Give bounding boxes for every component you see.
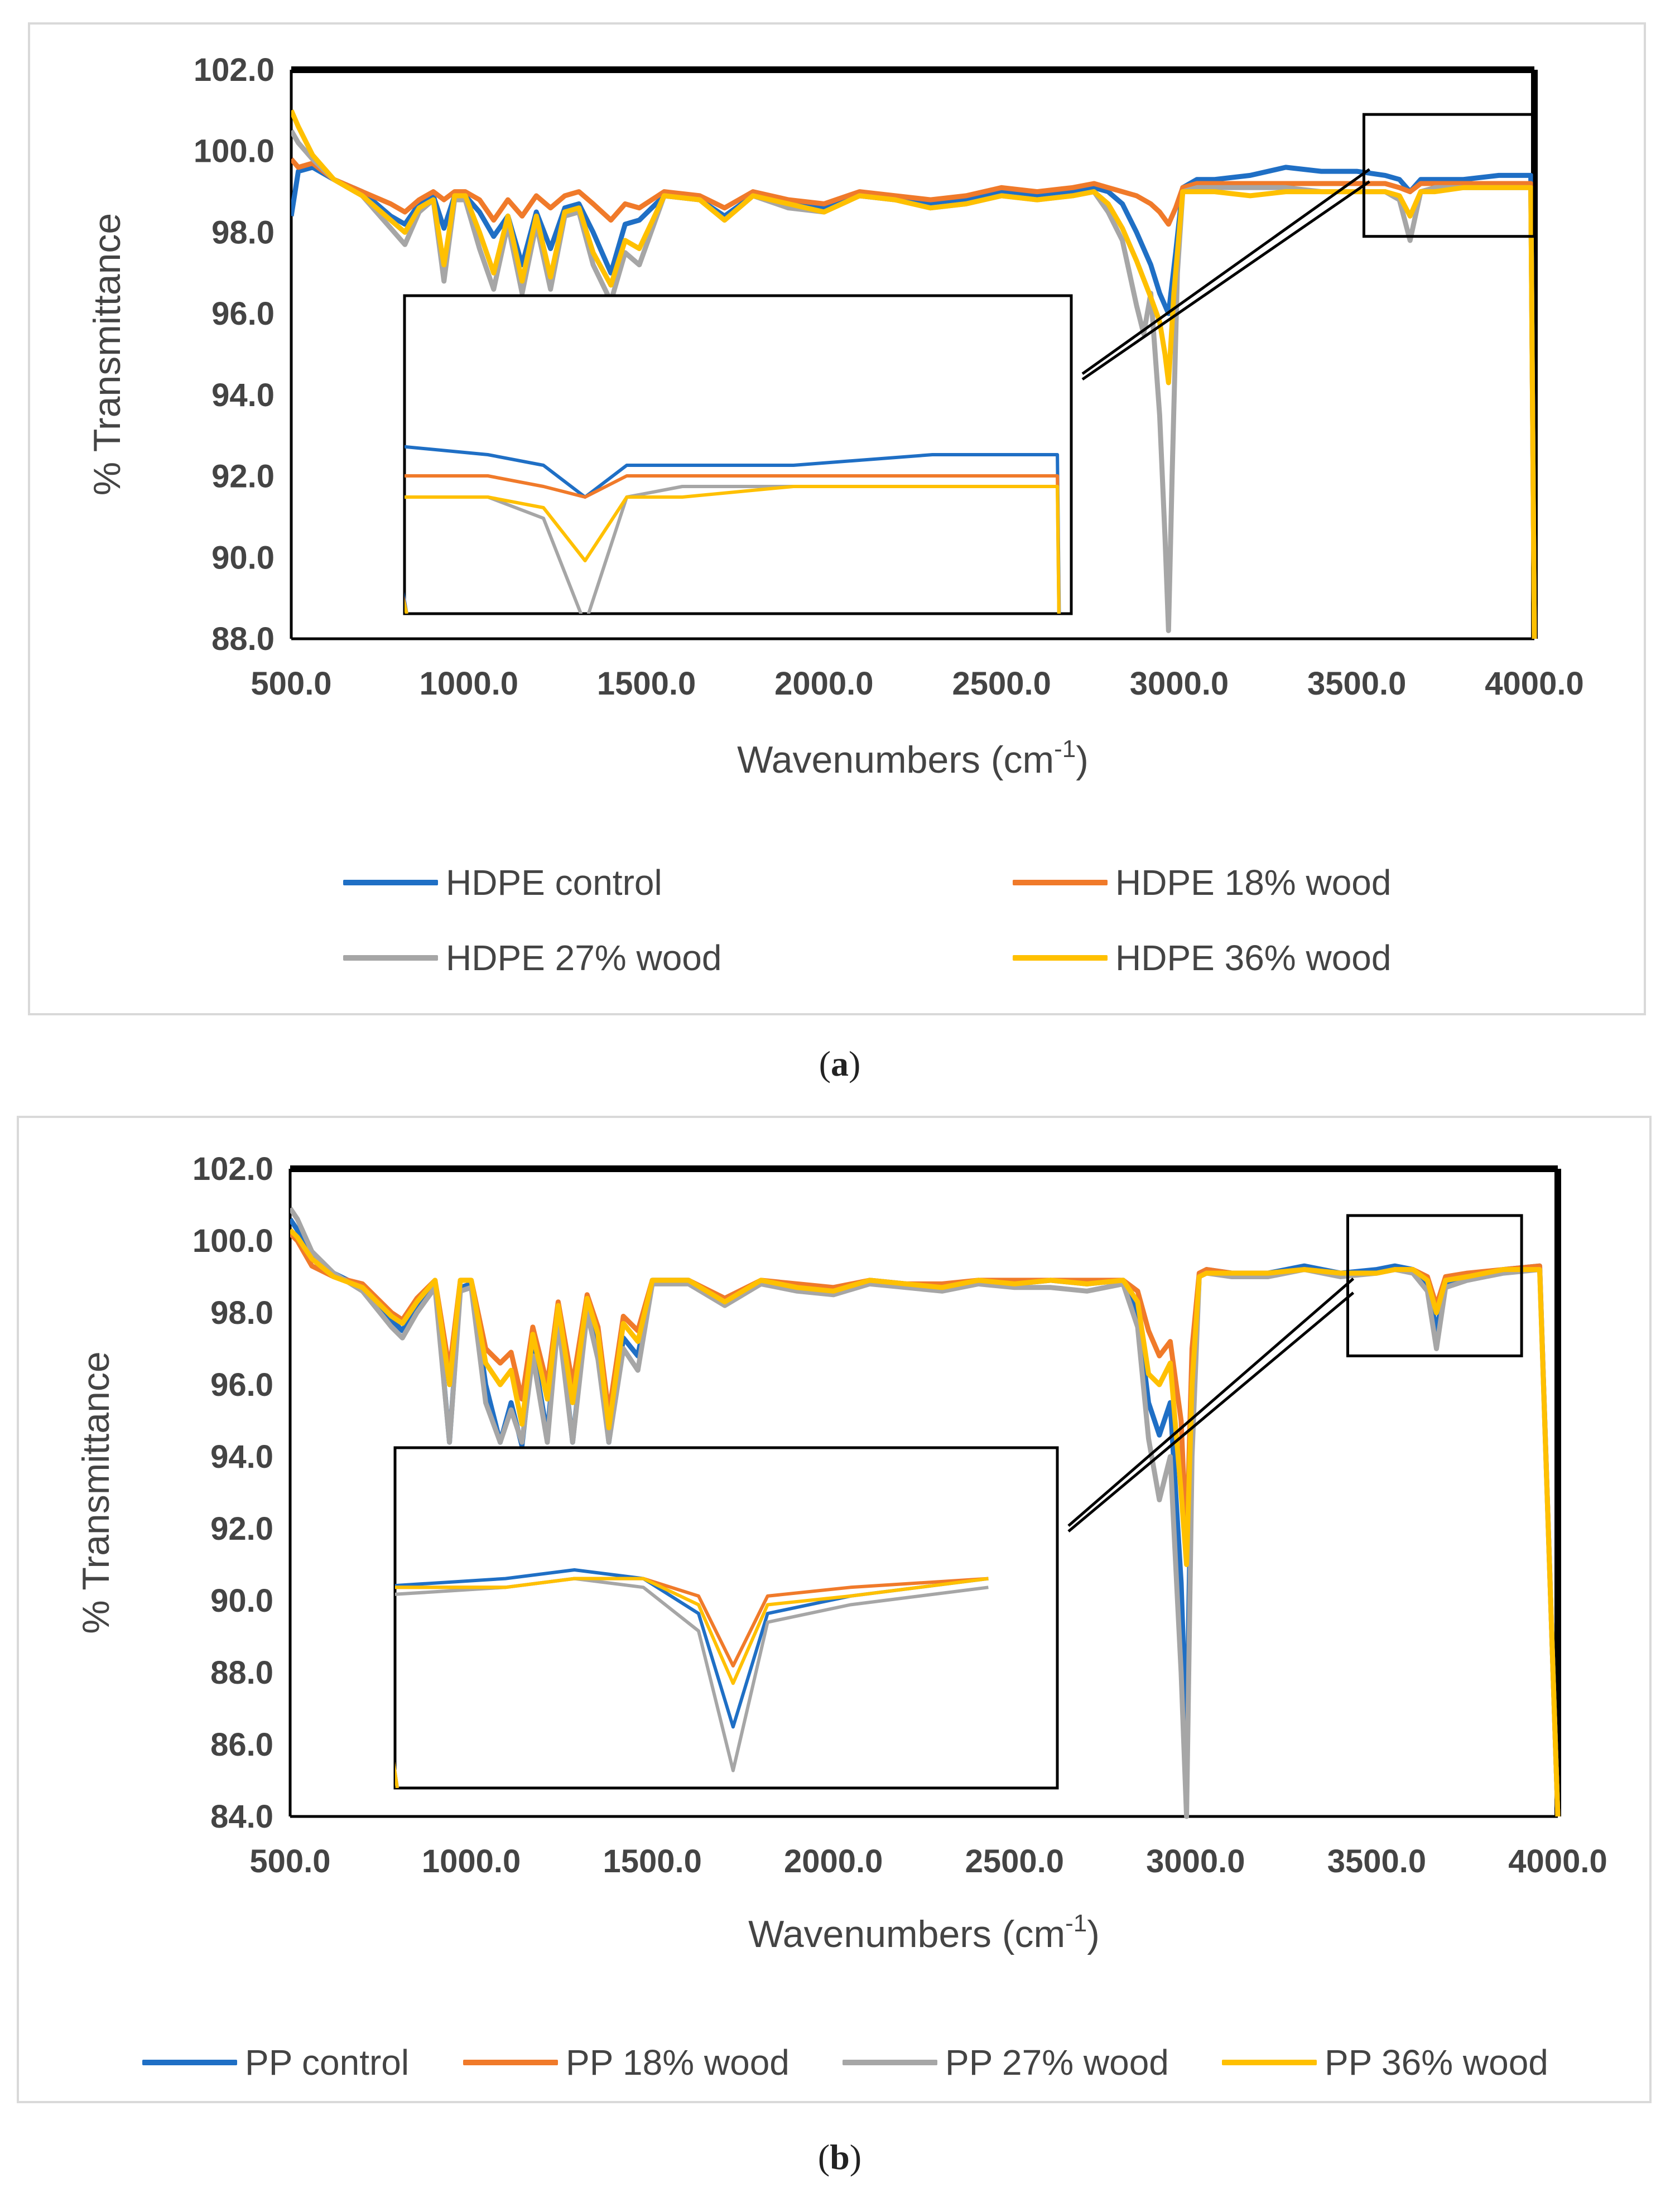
legend-label: PP 18% wood [566,2042,790,2083]
y-tick-label: 94.0 [211,377,275,413]
legend-label: PP 36% wood [1325,2042,1548,2083]
x-axis-title: Wavenumbers (cm-1) [737,735,1089,781]
y-tick-label: 100.0 [194,133,275,170]
y-axis-title: % Transmittance [75,1351,117,1633]
legend-item-hdpe-27-wood: HDPE 27% wood [343,937,721,979]
legend-swatch [1013,880,1108,885]
inset-line-hdpe-36-wood [405,485,1061,614]
x-tick-label: 3000.0 [1130,666,1229,702]
legend-item-hdpe-control: HDPE control [343,862,662,903]
legend-label: HDPE 18% wood [1115,862,1392,903]
y-tick-label: 98.0 [211,214,275,250]
x-tick-label: 2500.0 [965,1843,1064,1880]
series-line-pp-36-wood [290,1228,1561,1817]
y-tick-label: 88.0 [210,1655,273,1691]
legend-swatch [463,2060,558,2065]
y-tick-label: 92.0 [210,1511,273,1547]
legend-swatch [142,2060,237,2065]
inset-line-hdpe-control [405,445,1061,614]
legend-item-pp-18-wood: PP 18% wood [463,2042,790,2083]
series-line-hdpe-36-wood [291,109,1537,639]
legend-swatch [343,955,438,961]
caption-a: (a) [819,1044,861,1083]
y-tick-label: 98.0 [210,1295,273,1331]
zoom-connector [1067,1291,1355,1533]
x-tick-label: 1000.0 [420,666,518,702]
inset-series-group [405,445,1061,614]
legend-label: PP control [245,2042,410,2083]
inset-line-hdpe-18-wood [405,474,1061,614]
zoom-connector [1067,1278,1355,1527]
x-tick-label: 3500.0 [1327,1843,1426,1880]
caption-letter: a [831,1044,849,1083]
zoom-connector [1081,168,1370,375]
legend-item-pp-27-wood: PP 27% wood [843,2042,1169,2083]
zoom-box [1362,113,1536,238]
y-tick-label: 102.0 [194,52,275,88]
x-axis-title: Wavenumbers (cm-1) [748,1910,1100,1955]
legend-label: HDPE 36% wood [1115,938,1392,978]
legend-label: HDPE 27% wood [446,938,722,978]
legend-swatch [1222,2060,1317,2065]
y-tick-label: 90.0 [210,1583,273,1619]
y-tick-label: 96.0 [210,1367,273,1403]
legend-item-hdpe-18-wood: HDPE 18% wood [1013,862,1391,903]
x-tick-label: 2500.0 [952,666,1051,702]
y-tick-label: 96.0 [211,296,275,332]
x-tick-label: 2000.0 [774,666,873,702]
x-tick-label: 1500.0 [603,1843,701,1880]
inset-line-pp-control [395,1568,989,1788]
legend-item-pp-control: PP control [142,2042,409,2083]
series-line-pp-27-wood [290,1207,1561,1819]
legend-swatch [1013,955,1108,961]
inset-series-group [395,1568,989,1788]
x-tick-label: 3500.0 [1307,666,1406,702]
inset-frame [393,1446,1059,1790]
y-axis-title: % Transmittance [86,213,128,495]
legend-swatch [843,2060,937,2065]
x-tick-label: 4000.0 [1485,666,1583,702]
caption-letter: b [830,2137,850,2177]
x-tick-label: 1500.0 [597,666,696,702]
y-tick-label: 90.0 [211,539,275,576]
x-tick-label: 500.0 [249,1843,330,1880]
chart-a: 88.0 90.0 92.0 94.0 96.0 98.0 100.0 102.0 500.0 1… [86,52,1584,781]
legend-label: HDPE control [446,862,662,903]
inset-line-pp-36-wood [395,1577,989,1788]
legend-swatch [343,880,438,885]
y-tick-label: 102.0 [192,1151,273,1187]
y-tick-label: 84.0 [210,1799,273,1835]
x-tick-label: 2000.0 [784,1843,883,1880]
x-tick-label: 500.0 [251,666,331,702]
legend-item-pp-36-wood: PP 36% wood [1222,2042,1548,2083]
y-tick-label: 86.0 [210,1727,273,1763]
legend-item-hdpe-36-wood: HDPE 36% wood [1013,937,1391,979]
caption-b: (b) [817,2137,862,2177]
legend-label: PP 27% wood [945,2042,1169,2083]
series-group [291,109,1537,639]
y-tick-label: 92.0 [211,459,275,495]
inset-line-pp-27-wood [395,1577,989,1788]
y-tick-label: 94.0 [210,1439,273,1475]
zoom-box [1346,1214,1523,1357]
series-group [290,1207,1561,1819]
y-tick-label: 100.0 [192,1223,273,1259]
series-line-hdpe-18-wood [291,157,1537,639]
y-tick-label: 88.0 [211,621,275,657]
x-tick-label: 4000.0 [1508,1843,1607,1880]
x-tick-label: 1000.0 [422,1843,521,1880]
zoom-connector [1081,180,1370,381]
x-tick-label: 3000.0 [1146,1843,1245,1880]
